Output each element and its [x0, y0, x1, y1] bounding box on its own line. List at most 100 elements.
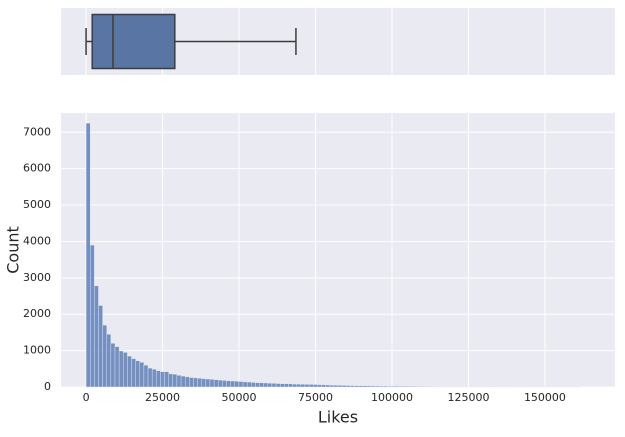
bar: [206, 379, 210, 387]
bar: [350, 386, 354, 387]
x-tick-label: 100000: [371, 391, 413, 404]
bar: [313, 385, 317, 387]
bar: [268, 383, 272, 387]
bar: [280, 384, 284, 387]
bar: [119, 351, 123, 387]
y-tick-label: 1000: [23, 344, 51, 357]
bar: [321, 385, 325, 387]
bar: [355, 386, 359, 387]
bar: [255, 383, 259, 387]
bar: [218, 380, 222, 387]
bar: [346, 386, 350, 387]
bar: [412, 386, 416, 387]
bar: [136, 361, 140, 387]
y-tick-label: 5000: [23, 198, 51, 211]
bar: [181, 376, 185, 387]
hist-panel: [61, 113, 615, 387]
x-axis-label: Likes: [318, 408, 358, 427]
bar: [301, 384, 305, 387]
bar: [226, 381, 230, 387]
bar: [123, 352, 127, 387]
bar: [363, 386, 367, 387]
bar: [342, 385, 346, 387]
bar: [152, 369, 156, 387]
bar: [132, 359, 136, 387]
x-tick-label: 125000: [447, 391, 489, 404]
bar: [177, 375, 181, 387]
x-tick-label: 75000: [298, 391, 333, 404]
x-tick-label: 150000: [524, 391, 566, 404]
bar: [160, 372, 164, 387]
bar: [326, 385, 330, 387]
bar: [260, 383, 264, 387]
bar: [367, 386, 371, 387]
y-tick-label: 2000: [23, 307, 51, 320]
bar: [185, 377, 189, 387]
bar: [338, 385, 342, 387]
bar: [425, 386, 429, 387]
bar: [202, 379, 206, 387]
bar: [156, 371, 160, 387]
y-tick-label: 4000: [23, 234, 51, 247]
bar: [396, 386, 400, 387]
bar: [239, 382, 243, 387]
bar: [222, 380, 226, 387]
bar: [86, 123, 90, 387]
bar: [334, 385, 338, 387]
bar: [165, 372, 169, 387]
bar: [383, 386, 387, 387]
bar: [392, 386, 396, 387]
bar: [330, 385, 334, 387]
bar: [317, 385, 321, 387]
bar: [173, 374, 177, 387]
bar: [127, 356, 131, 387]
box: [92, 15, 175, 69]
bar: [98, 305, 102, 387]
bar: [94, 286, 98, 387]
bar: [293, 384, 297, 387]
x-tick-label: 25000: [145, 391, 180, 404]
bar: [140, 362, 144, 387]
bar: [231, 381, 235, 387]
bar: [297, 384, 301, 387]
bar: [408, 386, 412, 387]
bar: [284, 384, 288, 387]
y-tick-label: 3000: [23, 271, 51, 284]
bar: [198, 378, 202, 387]
bar: [400, 386, 404, 387]
bar: [235, 381, 239, 387]
bar: [421, 386, 425, 387]
x-tick-label: 0: [83, 391, 90, 404]
bar: [107, 334, 111, 387]
y-tick-label: 0: [44, 380, 51, 393]
y-tick-label: 7000: [23, 125, 51, 138]
bar: [309, 384, 313, 387]
bar: [103, 325, 107, 387]
bar: [247, 382, 251, 387]
bar: [305, 384, 309, 387]
x-tick-label: 50000: [222, 391, 257, 404]
bar: [144, 365, 148, 387]
bar: [416, 386, 420, 387]
bar: [90, 245, 94, 387]
bar: [210, 379, 214, 387]
bar: [272, 383, 276, 387]
y-tick-label: 6000: [23, 162, 51, 175]
bar: [148, 368, 152, 387]
bar: [111, 343, 115, 387]
bar: [115, 347, 119, 387]
bar: [388, 386, 392, 387]
bar: [193, 378, 197, 387]
bar: [404, 386, 408, 387]
y-axis-label: Count: [4, 226, 23, 274]
bar: [251, 382, 255, 387]
bar: [375, 386, 379, 387]
bar: [189, 378, 193, 387]
bar: [243, 382, 247, 387]
bar: [288, 384, 292, 387]
bar: [371, 386, 375, 387]
bar: [379, 386, 383, 387]
bar: [169, 374, 173, 387]
bar: [214, 380, 218, 387]
